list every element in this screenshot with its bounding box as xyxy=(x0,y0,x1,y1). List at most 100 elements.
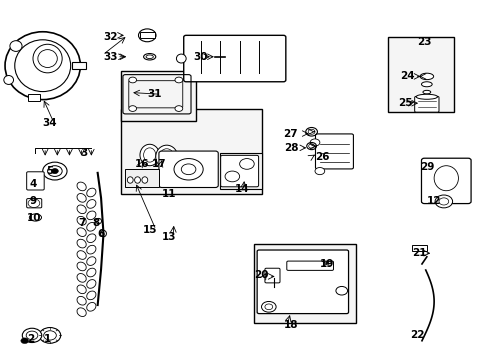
Bar xyxy=(387,37,453,112)
Ellipse shape xyxy=(221,51,243,62)
Ellipse shape xyxy=(10,41,22,51)
Text: 13: 13 xyxy=(162,232,176,242)
Text: 30: 30 xyxy=(193,52,207,62)
Ellipse shape xyxy=(86,302,96,311)
Ellipse shape xyxy=(77,194,86,202)
Circle shape xyxy=(138,29,156,42)
Circle shape xyxy=(51,168,58,174)
Circle shape xyxy=(21,338,29,343)
FancyBboxPatch shape xyxy=(220,156,258,187)
Ellipse shape xyxy=(86,291,96,300)
Text: 11: 11 xyxy=(162,189,176,199)
Ellipse shape xyxy=(86,245,96,254)
Bar xyxy=(254,244,356,323)
Text: 23: 23 xyxy=(416,37,431,48)
Text: 18: 18 xyxy=(283,320,297,330)
Text: 7: 7 xyxy=(78,218,85,228)
Text: 24: 24 xyxy=(399,71,414,81)
Ellipse shape xyxy=(77,262,86,271)
Circle shape xyxy=(434,195,452,208)
Text: 12: 12 xyxy=(426,197,441,206)
Ellipse shape xyxy=(422,90,430,94)
Text: 9: 9 xyxy=(29,197,37,206)
Ellipse shape xyxy=(86,211,96,220)
FancyBboxPatch shape xyxy=(264,268,280,283)
Text: 22: 22 xyxy=(409,330,424,341)
Bar xyxy=(140,32,154,38)
Circle shape xyxy=(39,328,61,343)
Text: 2: 2 xyxy=(27,334,34,344)
Ellipse shape xyxy=(421,82,431,87)
Circle shape xyxy=(128,77,136,83)
Ellipse shape xyxy=(419,73,433,80)
Bar xyxy=(72,62,86,69)
Ellipse shape xyxy=(77,205,86,213)
FancyBboxPatch shape xyxy=(315,134,353,169)
Ellipse shape xyxy=(96,219,102,224)
FancyBboxPatch shape xyxy=(414,96,438,112)
Text: 20: 20 xyxy=(254,270,268,280)
FancyBboxPatch shape xyxy=(183,35,285,82)
Circle shape xyxy=(22,328,41,342)
Text: 8: 8 xyxy=(92,218,100,228)
Ellipse shape xyxy=(77,182,86,191)
Ellipse shape xyxy=(77,251,86,259)
Ellipse shape xyxy=(5,32,80,100)
Ellipse shape xyxy=(77,308,86,316)
Text: 26: 26 xyxy=(314,152,329,162)
Text: 32: 32 xyxy=(103,32,118,42)
Ellipse shape xyxy=(77,239,86,248)
Ellipse shape xyxy=(29,214,41,221)
Text: 21: 21 xyxy=(411,248,426,258)
Text: 27: 27 xyxy=(283,129,297,139)
Ellipse shape xyxy=(86,222,96,231)
Ellipse shape xyxy=(101,230,106,237)
Circle shape xyxy=(335,287,347,295)
Ellipse shape xyxy=(127,177,133,183)
Text: 28: 28 xyxy=(284,143,298,153)
Text: 1: 1 xyxy=(44,334,51,344)
Ellipse shape xyxy=(86,268,96,277)
FancyBboxPatch shape xyxy=(286,261,333,270)
FancyBboxPatch shape xyxy=(27,199,41,208)
Ellipse shape xyxy=(415,94,437,99)
Circle shape xyxy=(175,77,183,83)
Text: 4: 4 xyxy=(29,179,37,189)
Circle shape xyxy=(42,162,67,180)
Bar xyxy=(411,245,426,251)
Ellipse shape xyxy=(4,76,14,85)
Bar xyxy=(125,169,159,187)
Text: 6: 6 xyxy=(97,229,104,239)
Text: 3: 3 xyxy=(80,148,87,158)
Circle shape xyxy=(128,106,136,111)
Ellipse shape xyxy=(176,54,186,63)
Ellipse shape xyxy=(77,285,86,294)
Text: 16: 16 xyxy=(135,159,149,169)
Ellipse shape xyxy=(143,148,156,162)
Circle shape xyxy=(314,167,324,175)
Ellipse shape xyxy=(143,54,156,60)
Ellipse shape xyxy=(77,228,86,237)
Text: 29: 29 xyxy=(419,162,433,172)
FancyBboxPatch shape xyxy=(421,158,470,203)
Text: 34: 34 xyxy=(42,118,57,128)
Text: 19: 19 xyxy=(319,259,334,269)
Ellipse shape xyxy=(86,199,96,208)
Text: 15: 15 xyxy=(142,225,157,235)
Ellipse shape xyxy=(159,149,174,165)
Text: 10: 10 xyxy=(27,212,41,222)
Bar xyxy=(28,94,40,102)
Text: 5: 5 xyxy=(46,166,54,176)
Ellipse shape xyxy=(156,145,177,168)
Text: 14: 14 xyxy=(234,184,249,194)
Ellipse shape xyxy=(77,296,86,305)
Ellipse shape xyxy=(86,257,96,265)
Ellipse shape xyxy=(140,144,159,166)
Circle shape xyxy=(175,106,183,111)
Ellipse shape xyxy=(142,177,147,183)
FancyBboxPatch shape xyxy=(27,172,44,190)
Text: 33: 33 xyxy=(103,52,118,62)
Bar xyxy=(120,109,261,194)
Ellipse shape xyxy=(77,216,86,225)
Bar xyxy=(120,71,196,121)
